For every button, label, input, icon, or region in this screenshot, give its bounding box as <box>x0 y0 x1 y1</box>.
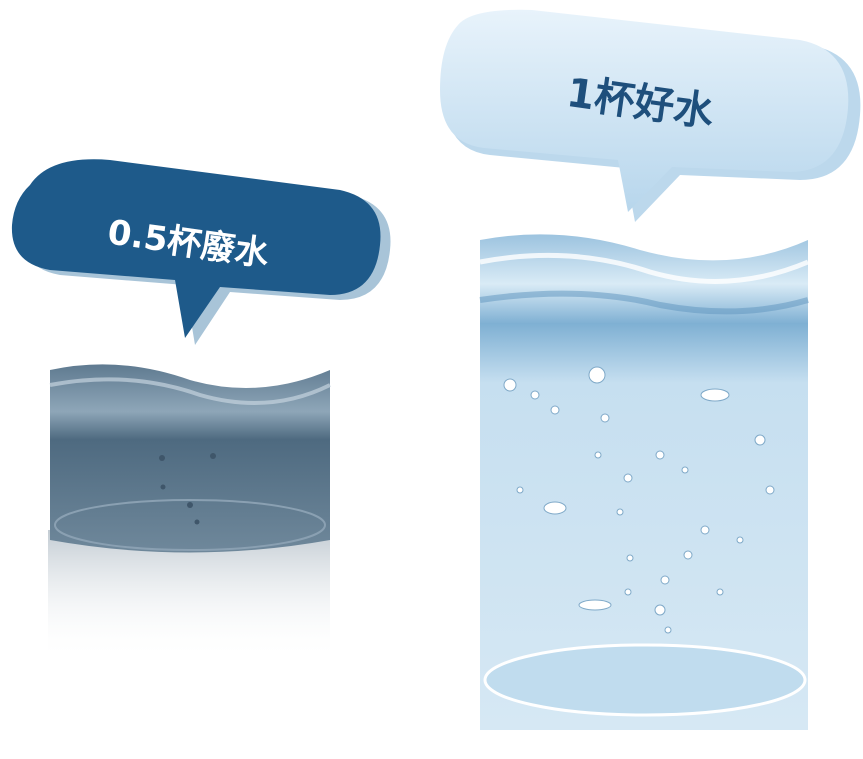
waste-bubble: 0.5杯廢水 <box>11 159 391 345</box>
bubbles <box>503 366 775 634</box>
good-glass <box>479 234 809 730</box>
waste-glass <box>48 364 331 660</box>
good-bubble: 1杯好水 <box>440 9 861 223</box>
